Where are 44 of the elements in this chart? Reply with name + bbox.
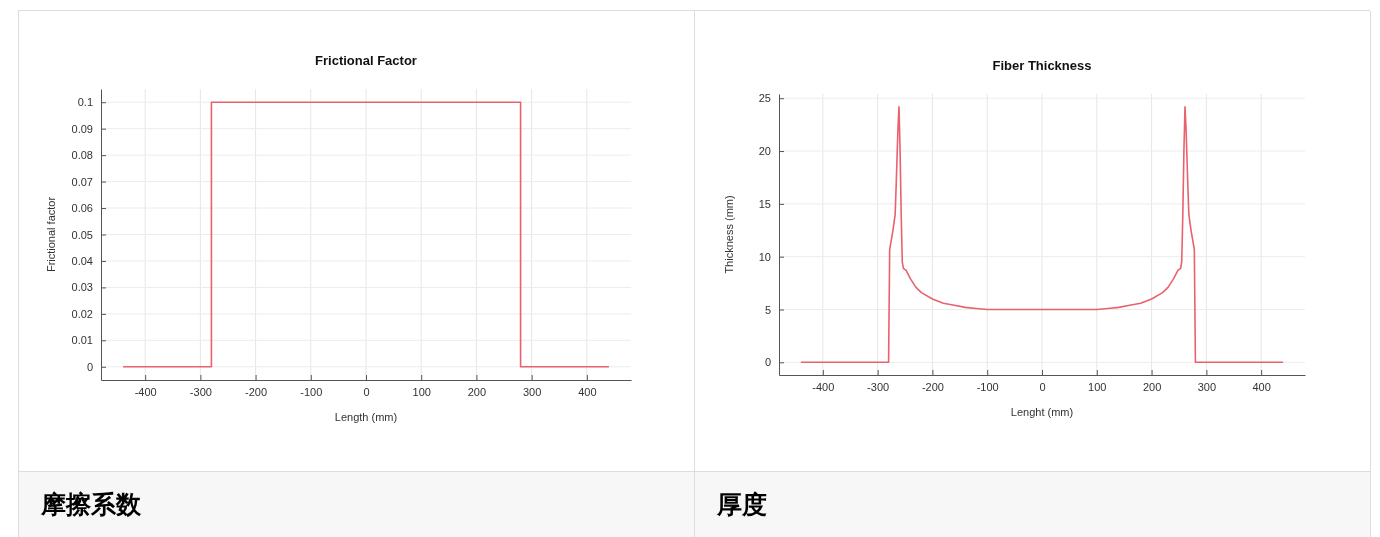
x-tick-label: -400 [812,380,835,393]
text: 厚度 [695,471,1370,537]
x-tick-label: 200 [467,385,487,398]
y-tick-label: 10 [758,250,771,263]
y-tick-label: 0.06 [71,202,93,215]
x-tick-label: -300 [189,385,212,398]
y-axis-title: Thickness (mm) [723,195,735,274]
x-tick-label: 200 [1142,380,1162,393]
y-tick-label: 0.1 [77,96,93,109]
y-tick-label: 0.04 [71,254,93,267]
text: 摩擦系数 [19,471,694,537]
x-tick-label: -100 [976,380,999,393]
y-tick-label: 20 [758,145,771,158]
y-tick-label: 25 [758,92,771,105]
x-tick-label: -200 [921,380,944,393]
y-tick-label: 5 [764,303,771,316]
y-tick-label: 0 [764,356,771,369]
x-tick-label: -400 [134,385,157,398]
y-tick-label: 0.01 [71,334,93,347]
y-tick-label: 0.02 [71,307,93,320]
y-tick-label: 0.09 [71,122,93,135]
x-axis-title: Lenght (mm) [1010,406,1074,418]
y-tick-label: 0.08 [71,149,93,162]
chart-title: Frictional Factor [315,53,417,68]
x-tick-label: 300 [1197,380,1217,393]
x-tick-label: 400 [578,385,597,398]
y-tick-label: 15 [758,197,771,210]
y-axis-title: Frictional factor [45,196,57,273]
chart-title: Fiber Thickness [992,58,1092,73]
x-tick-label: 0 [1039,380,1046,393]
y-tick-label: 0 [86,360,93,373]
y-tick-label: 0.07 [71,175,93,188]
x-tick-label: -100 [300,385,323,398]
x-tick-label: 300 [522,385,542,398]
x-tick-label: -200 [245,385,268,398]
x-tick-label: 400 [1252,380,1271,393]
y-tick-label: 0.03 [71,281,93,294]
x-tick-label: 100 [412,385,431,398]
x-tick-label: -300 [867,380,890,393]
y-tick-label: 0.05 [71,228,93,241]
x-tick-label: 100 [1088,380,1107,393]
x-axis-title: Length (mm) [334,411,398,423]
x-tick-label: 0 [363,385,370,398]
line-series [800,105,1284,364]
